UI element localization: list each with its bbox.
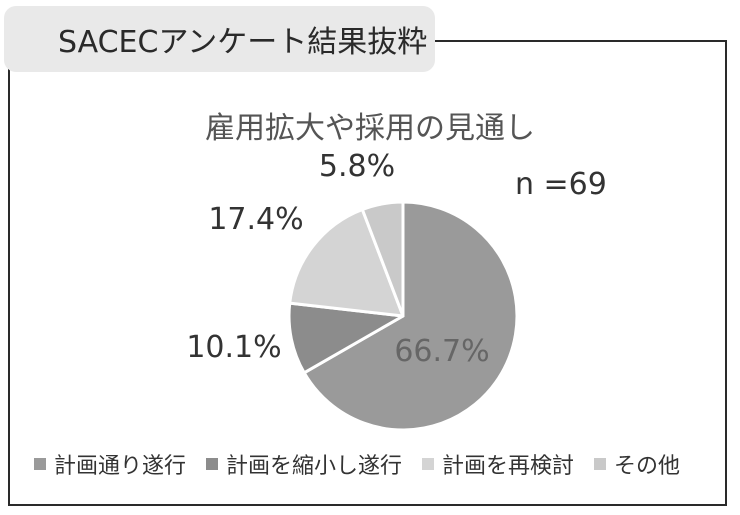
legend-label: 計画を縮小し遂行 [226,454,403,479]
pie-slice [302,200,519,432]
slice-data-label: 10.1% [186,330,281,365]
slice-data-label: 17.4% [208,202,303,237]
chart-legend: 計画通り遂行 計画を縮小し遂行 計画を再検討 その他 [34,448,700,480]
legend-swatch [34,458,46,470]
legend-label: その他 [614,454,681,479]
legend-item: 計画通り遂行 [34,448,186,480]
legend-label: 計画を再検討 [442,454,575,479]
section-tag-label: SACECアンケート結果抜粋 [58,25,428,60]
legend-label: 計画通り遂行 [54,454,187,479]
legend-swatch [594,458,607,470]
slice-data-label: 66.7% [394,334,489,369]
legend-swatch [206,458,219,470]
slice-data-label: 5.8% [319,149,395,184]
sample-size-label: n =69 [515,167,607,202]
chart-title: 雇用拡大や採用の見通し [205,111,535,146]
legend-swatch [422,458,435,470]
legend-item: 計画を再検討 [422,448,574,480]
section-tag: SACECアンケート結果抜粋 [4,6,435,72]
legend-item: その他 [594,448,680,480]
legend-item: 計画を縮小し遂行 [206,448,402,480]
pie-slice [288,207,405,318]
pie-slice [360,200,405,318]
